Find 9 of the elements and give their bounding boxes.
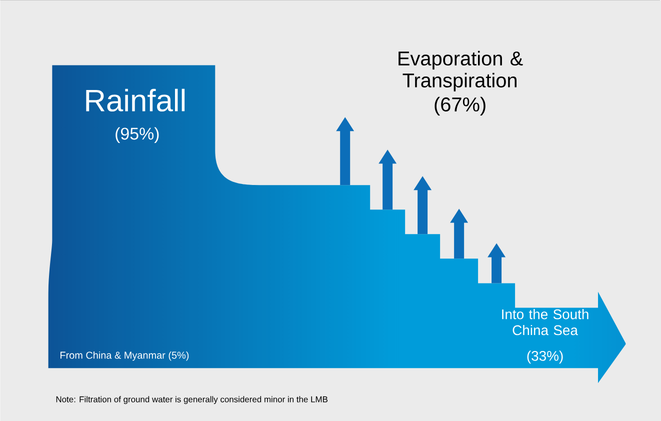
category-label: Evaporation & Transpiration [398,50,523,92]
data-label: (67%) [434,96,486,116]
data-label: (95%) [116,127,159,143]
text: Note: Filtration of ground water is generally considered minor in the LMB [56,396,328,404]
category-label: From China & Myanmar [60,351,166,361]
category-label: Into the South China Sea [502,308,588,336]
category-label: Rainfall [86,88,185,112]
data-label: (5%) [168,351,189,361]
data-label: (33%) [527,350,563,364]
